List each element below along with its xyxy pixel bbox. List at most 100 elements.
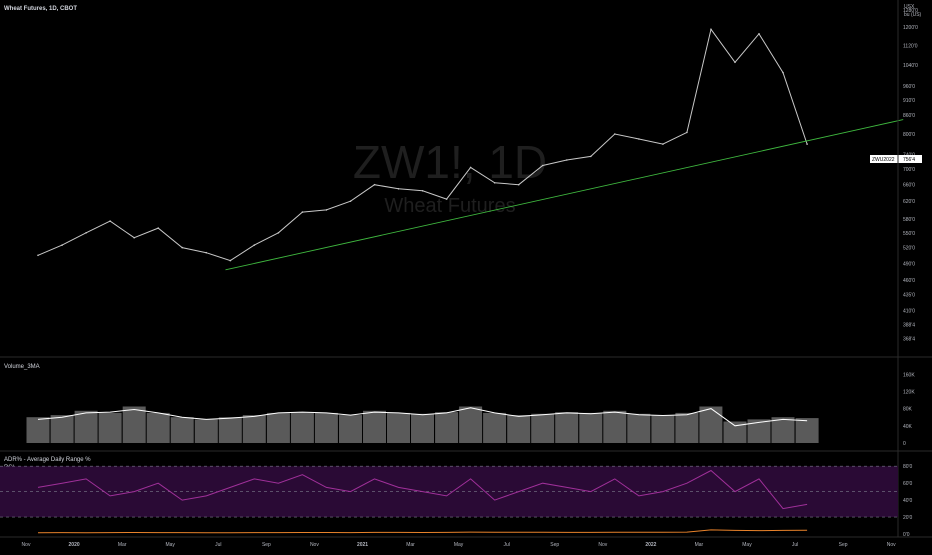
price-tick-label: 1040'0 — [903, 63, 918, 69]
volume-bar — [651, 415, 675, 443]
price-axis-ticks: 1280'0 1200'0 1120'0 1040'0 960'0 910'0 860'0 8… — [903, 8, 918, 342]
volume-axis-ticks: 160K 120K 80K 40K 0 — [903, 372, 915, 447]
rsi-line — [37, 469, 808, 510]
price-tick-label: 460'0 — [903, 278, 915, 284]
price-tick-label: 800'0 — [903, 132, 915, 138]
price-point — [566, 159, 568, 161]
price-point — [61, 244, 63, 246]
time-tick-label: May — [742, 542, 752, 548]
price-tick-label: 620'0 — [903, 199, 915, 205]
time-tick-label: Jul — [503, 542, 509, 548]
time-tick-label: May — [165, 542, 175, 548]
price-tick-label: 520'0 — [903, 246, 915, 252]
price-point — [638, 138, 640, 140]
rsi-tick-label: 60'0 — [903, 481, 913, 487]
volume-bar — [218, 417, 242, 443]
price-point — [686, 131, 688, 134]
price-point — [253, 244, 256, 246]
price-point — [109, 220, 111, 222]
price-tick-label: 1120'0 — [903, 43, 918, 49]
price-point — [493, 182, 496, 184]
volume-bar — [507, 415, 531, 443]
volume-bar — [290, 412, 314, 443]
price-point — [782, 71, 784, 74]
price-tick-label: 1200'0 — [903, 25, 918, 31]
time-tick-label: Mar — [695, 542, 704, 548]
price-series — [37, 28, 808, 262]
price-tick-label: 700'0 — [903, 167, 915, 173]
symbol-badge-bg — [870, 155, 900, 163]
price-point — [397, 188, 400, 190]
price-point — [758, 33, 760, 35]
price-tick-label: 580'0 — [903, 217, 915, 223]
rsi-tick-label: 40'0 — [903, 498, 913, 504]
volume-bar — [387, 412, 410, 443]
volume-bar — [242, 415, 266, 443]
time-tick-label: May — [454, 542, 464, 548]
volume-tick-label: 120K — [903, 389, 915, 395]
price-point — [469, 166, 472, 169]
adr-series — [37, 529, 808, 534]
volume-bar — [603, 410, 627, 443]
price-point — [541, 164, 544, 167]
price-point — [710, 28, 712, 31]
time-tick-label: 2022 — [645, 542, 656, 548]
price-point — [205, 251, 208, 254]
price-point — [590, 155, 592, 158]
time-tick-label: Sep — [839, 542, 848, 548]
volume-bar — [795, 418, 819, 443]
volume-bar — [723, 421, 747, 443]
time-tick-label: 2021 — [357, 542, 368, 548]
time-tick-label: Sep — [550, 542, 559, 548]
volume-bar — [98, 412, 122, 443]
price-point — [85, 232, 87, 234]
volume-bar — [363, 410, 386, 443]
watermark-symbol: ZW1!, 1D — [353, 136, 547, 188]
trend-line[interactable] — [225, 119, 904, 271]
volume-bars — [26, 406, 819, 443]
time-axis: Nov 2020 Mar May Jul Sep Nov 2021 Mar May Jul Sep No… — [22, 542, 897, 548]
adr-panel-label: ADR% - Average Daily Range % — [4, 457, 91, 463]
price-tick-label: 388'4 — [903, 323, 915, 329]
volume-bar — [771, 417, 795, 443]
time-tick-label: Mar — [118, 542, 127, 548]
volume-bar — [194, 419, 218, 443]
price-point — [229, 259, 232, 262]
price-tick-label: 435'0 — [903, 293, 915, 299]
price-point — [157, 227, 159, 229]
volume-bar — [339, 415, 362, 443]
price-axis-currency: USX — [904, 4, 915, 10]
price-tick-label: 910'0 — [903, 98, 915, 104]
volume-ma-series — [37, 407, 808, 427]
price-tick-label: 860'0 — [903, 113, 915, 119]
volume-bar — [411, 413, 434, 443]
rsi-tick-label: 0'0 — [903, 532, 910, 538]
volume-bar — [435, 412, 459, 443]
price-tick-label: 1280'0 — [903, 8, 918, 14]
price-point — [133, 236, 135, 239]
volume-bar — [26, 417, 50, 443]
volume-bar — [579, 412, 603, 443]
time-tick-label: Sep — [262, 542, 271, 548]
volume-bar — [483, 412, 507, 443]
price-point — [373, 183, 376, 186]
volume-bar — [555, 412, 579, 443]
rsi-tick-label: 80'0 — [903, 464, 913, 470]
price-point — [37, 254, 39, 257]
time-tick-label: Nov — [22, 542, 31, 548]
price-point — [277, 232, 280, 234]
price-point — [806, 143, 808, 145]
volume-bar — [266, 412, 290, 443]
rsi-bands — [0, 465, 898, 518]
time-tick-label: Nov — [887, 542, 896, 548]
price-point — [301, 211, 304, 213]
price-label: 756'4 — [903, 157, 915, 163]
price-tick-label: 960'0 — [903, 84, 915, 90]
price-point — [614, 133, 616, 135]
volume-bar — [314, 412, 338, 443]
volume-bar — [747, 419, 771, 443]
price-tick-label: 550'0 — [903, 231, 915, 237]
volume-bar — [675, 412, 699, 443]
rsi-tick-label: 20'0 — [903, 515, 913, 521]
